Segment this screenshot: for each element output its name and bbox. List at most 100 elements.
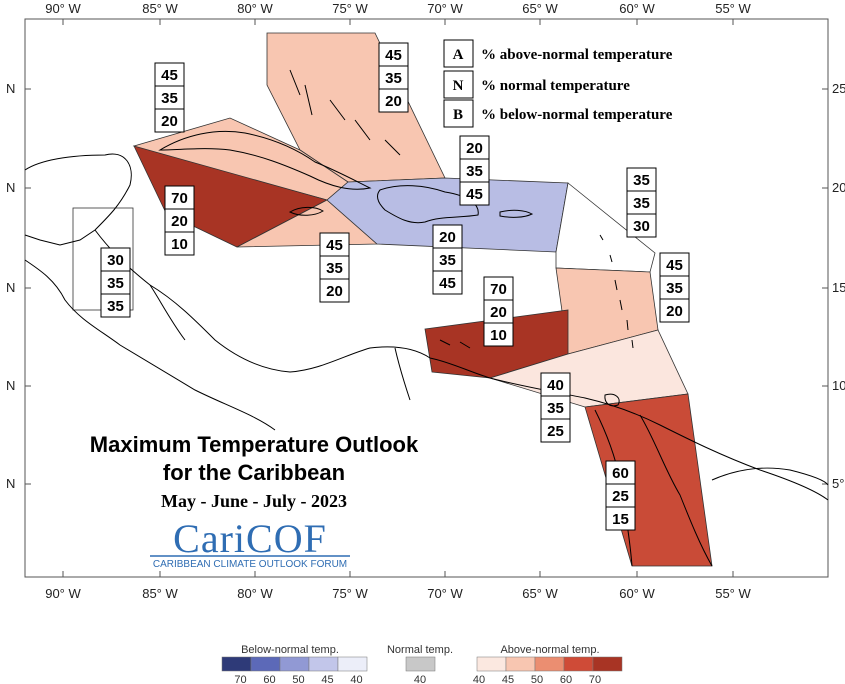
- colorbar-above-swatch: [476, 656, 507, 672]
- prob-below: 10: [171, 236, 188, 253]
- colorbar: Below-normal temp. Normal temp. Above-no…: [221, 644, 623, 684]
- prob-normal: 35: [439, 252, 456, 269]
- map-period: May - June - July - 2023: [161, 491, 347, 511]
- prob-normal: 35: [466, 163, 483, 180]
- prob-cell: [605, 506, 636, 531]
- prob-above: 40: [547, 377, 564, 394]
- colorbar-normal-swatch: [405, 656, 436, 672]
- lat-label-right: 10°: [832, 378, 845, 393]
- lon-label-bottom: 90° W: [45, 586, 81, 601]
- lat-label-left: N: [6, 280, 15, 295]
- key-box-b: [443, 99, 474, 128]
- lon-label-bottom: 55° W: [715, 586, 751, 601]
- prob-cell: [154, 108, 185, 133]
- colorbar-above-swatch: [505, 656, 536, 672]
- prob-above: 45: [326, 237, 343, 254]
- colorbar-above-tick: 45: [502, 674, 514, 684]
- map-frame: [24, 18, 829, 578]
- colorbar-below-swatch: [308, 656, 339, 672]
- colorbar-above-tick: 50: [531, 674, 543, 684]
- key-box-a: [443, 39, 474, 68]
- caricof-logo: CariCOF: [173, 516, 327, 561]
- lat-label-left: N: [6, 476, 15, 491]
- prob-below: 10: [490, 327, 507, 344]
- colorbar-below-tick: 70: [234, 674, 246, 684]
- prob-box-south-jamaica: 45 35 20: [319, 232, 350, 303]
- lon-label-bottom: 60° W: [619, 586, 655, 601]
- prob-below: 45: [466, 186, 483, 203]
- prob-cell: [659, 298, 690, 323]
- lat-label-left: N: [6, 180, 15, 195]
- prob-below: 30: [633, 218, 650, 235]
- prob-cell: [319, 278, 350, 303]
- colorbar-below-swatch: [221, 656, 252, 672]
- prob-above: 45: [666, 257, 683, 274]
- prob-above: 20: [439, 229, 456, 246]
- colorbar-below-tick: 45: [321, 674, 333, 684]
- prob-box-guianas: 60 25 15: [605, 460, 636, 531]
- colorbar-below-swatch: [250, 656, 281, 672]
- colorbar-below-swatch: [279, 656, 310, 672]
- prob-box-windward: 45 35 20: [659, 252, 690, 323]
- prob-below: 45: [439, 275, 456, 292]
- key-letter-b: B: [453, 107, 463, 123]
- prob-cell: [540, 418, 571, 443]
- lon-label-top: 60° W: [619, 1, 655, 16]
- lon-label-top: 75° W: [332, 1, 368, 16]
- prob-box-hispaniola-pr-top: 20 35 45: [459, 135, 490, 206]
- prob-box-belize: 30 35 35: [100, 247, 131, 318]
- lon-label-bottom: 75° W: [332, 586, 368, 601]
- latitude-labels: N 25° N 20° N 15° N 10° N 5°: [6, 81, 845, 491]
- key-text-a: % above-normal temperature: [481, 47, 673, 63]
- lat-label-left: N: [6, 81, 15, 96]
- prob-above: 70: [171, 190, 188, 207]
- prob-above: 20: [466, 140, 483, 157]
- colorbar-above-swatch: [563, 656, 594, 672]
- longitude-labels-bottom: 90° W 85° W 80° W 75° W 70° W 65° W 60° W 55° W: [45, 586, 751, 601]
- prob-above: 70: [490, 281, 507, 298]
- prob-normal: 35: [547, 400, 564, 417]
- prob-above: 45: [161, 67, 178, 84]
- lat-label-right: 15°: [832, 280, 845, 295]
- colorbar-normal-title: Normal temp.: [387, 644, 453, 656]
- key-text-n: % normal temperature: [481, 78, 630, 94]
- prob-normal: 35: [161, 90, 178, 107]
- lon-label-bottom: 85° W: [142, 586, 178, 601]
- colorbar-below-title: Below-normal temp.: [241, 644, 339, 656]
- prob-box-hispaniola-pr-bottom: 20 35 45: [432, 224, 463, 295]
- colorbar-below-swatch: [337, 656, 368, 672]
- prob-normal: 25: [612, 488, 629, 505]
- prob-normal: 35: [385, 70, 402, 87]
- lon-label-top: 55° W: [715, 1, 751, 16]
- prob-cell: [483, 322, 514, 347]
- prob-cell: [626, 213, 657, 238]
- lat-label-right: 25°: [832, 81, 845, 96]
- prob-normal: 20: [490, 304, 507, 321]
- prob-below: 25: [547, 423, 564, 440]
- lon-label-top: 65° W: [522, 1, 558, 16]
- prob-below: 20: [385, 93, 402, 110]
- key-text-b: % below-normal temperature: [481, 107, 673, 123]
- prob-normal: 35: [666, 280, 683, 297]
- prob-cell: [432, 270, 463, 295]
- map-title-line2: for the Caribbean: [163, 460, 345, 485]
- prob-above: 45: [385, 47, 402, 64]
- colorbar-normal-tick: 40: [414, 674, 426, 684]
- prob-below: 20: [161, 113, 178, 130]
- prob-box-bahamas: 45 35 20: [378, 42, 409, 113]
- prob-below: 20: [666, 303, 683, 320]
- colorbar-above-swatch: [592, 656, 623, 672]
- lon-label-top: 85° W: [142, 1, 178, 16]
- colorbar-above-swatch: [534, 656, 565, 672]
- lat-label-left: N: [6, 378, 15, 393]
- prob-below: 35: [107, 298, 124, 315]
- longitude-labels-top: 90° W 85° W 80° W 75° W 70° W 65° W 60° W 55° W: [45, 1, 751, 16]
- colorbar-below-tick: 50: [292, 674, 304, 684]
- prob-cell: [378, 88, 409, 113]
- longitude-ticks: [62, 19, 734, 577]
- lon-label-bottom: 65° W: [522, 586, 558, 601]
- prob-cell: [459, 181, 490, 206]
- prob-above: 30: [107, 252, 124, 269]
- prob-normal: 35: [633, 195, 650, 212]
